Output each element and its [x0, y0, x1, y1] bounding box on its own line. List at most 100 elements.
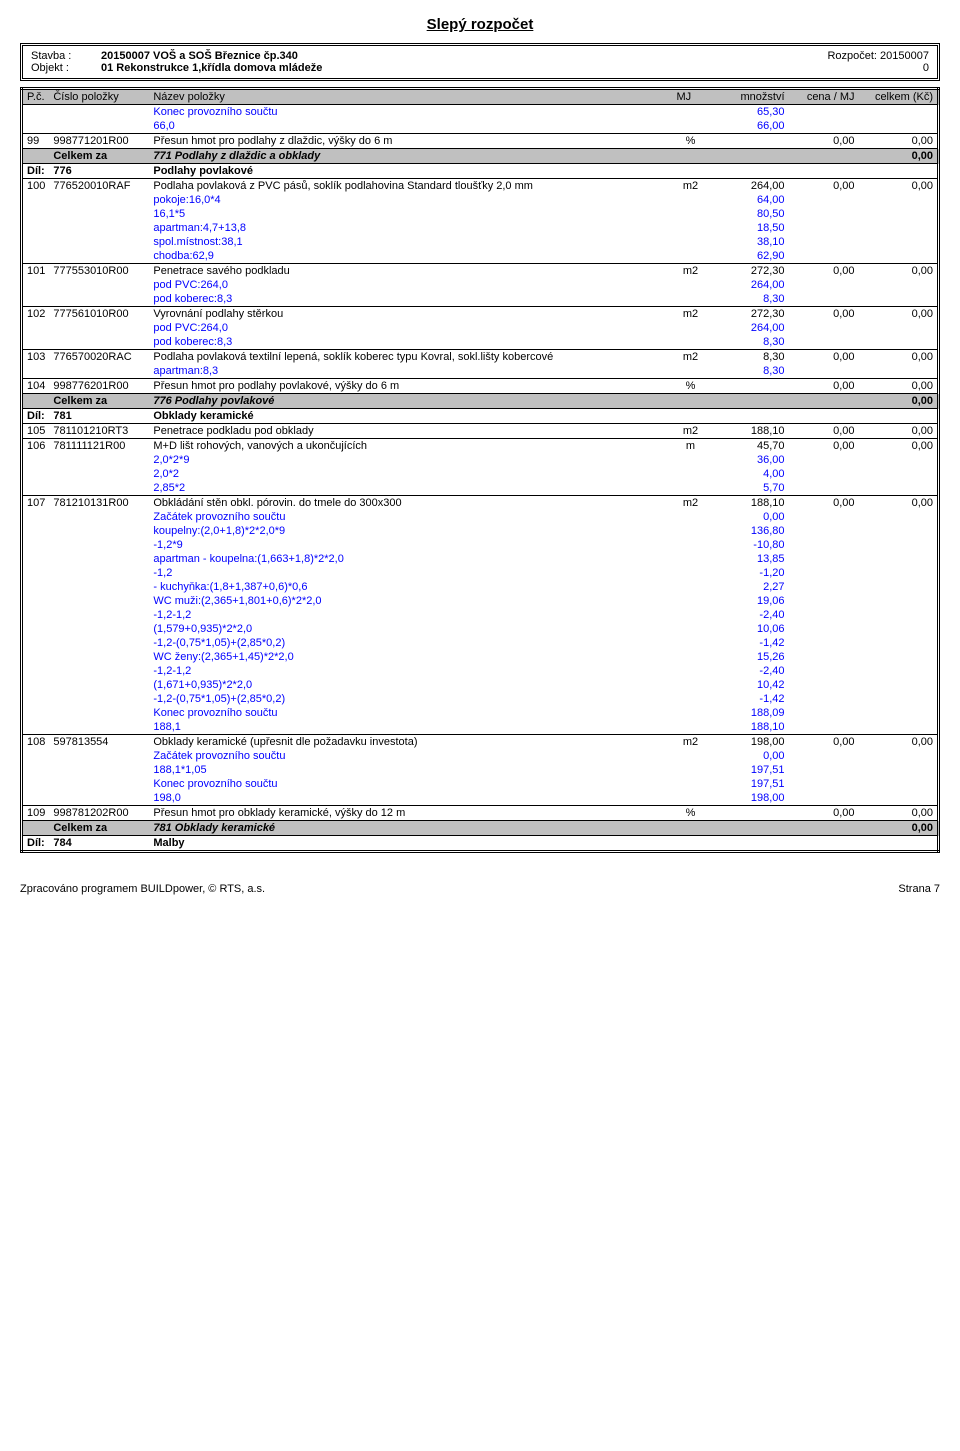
item-name: Podlaha povlaková textilní lepená, soklí… [149, 350, 672, 365]
calc-qty: 8,30 [709, 364, 789, 379]
item-row: 99998771201R00Přesun hmot pro podlahy z … [22, 134, 939, 149]
calc-desc: pokoje:16,0*4 [149, 193, 672, 207]
dil-label: Díl: [22, 409, 50, 424]
item-qty: 272,30 [709, 264, 789, 279]
calc-desc: WC ženy:(2,365+1,45)*2*2,0 [149, 650, 672, 664]
item-pc: 107 [22, 496, 50, 511]
calc-row: -1,2-1,2 -2,40 [22, 608, 939, 622]
dil-label: Díl: [22, 164, 50, 179]
calc-qty: 136,80 [709, 524, 789, 538]
calc-desc: -1,2-1,2 [149, 664, 672, 678]
item-mj: m2 [673, 735, 709, 750]
item-qty [709, 806, 789, 821]
col-unit: cena / MJ [789, 89, 859, 105]
calc-qty: 13,85 [709, 552, 789, 566]
col-qty: množství [709, 89, 789, 105]
calc-qty: 64,00 [709, 193, 789, 207]
item-code: 776520010RAF [49, 179, 149, 194]
objekt-value: 01 Rekonstrukce 1,křídla domova mládeže [101, 62, 729, 74]
document-title: Slepý rozpočet [20, 16, 940, 33]
item-qty [709, 134, 789, 149]
calc-row: - kuchyňka:(1,8+1,387+0,6)*0,6 2,27 [22, 580, 939, 594]
calc-desc: chodba:62,9 [149, 249, 672, 264]
item-unit: 0,00 [789, 496, 859, 511]
footer-right: Strana 7 [898, 883, 940, 895]
calc-row: 198,0 198,00 [22, 791, 939, 806]
dil-code: 776 [49, 164, 149, 179]
calc-desc: (1,671+0,935)*2*2,0 [149, 678, 672, 692]
calc-qty: 264,00 [709, 321, 789, 335]
calc-desc: 188,1 [149, 720, 672, 735]
item-qty: 8,30 [709, 350, 789, 365]
footer-left: Zpracováno programem BUILDpower, © RTS, … [20, 883, 265, 895]
item-unit: 0,00 [789, 264, 859, 279]
calc-qty: 15,26 [709, 650, 789, 664]
calc-qty: 80,50 [709, 207, 789, 221]
item-row: 103776570020RACPodlaha povlaková textiln… [22, 350, 939, 365]
item-unit: 0,00 [789, 134, 859, 149]
calc-desc: 198,0 [149, 791, 672, 806]
item-name: M+D lišt rohových, vanových a ukončující… [149, 439, 672, 454]
item-name: Penetrace savého podkladu [149, 264, 672, 279]
calc-desc: 2,85*2 [149, 481, 672, 496]
item-mj: m2 [673, 264, 709, 279]
calc-qty: 198,00 [709, 791, 789, 806]
item-pc: 102 [22, 307, 50, 322]
calc-desc: - kuchyňka:(1,8+1,387+0,6)*0,6 [149, 580, 672, 594]
calc-qty: 2,27 [709, 580, 789, 594]
dil-code: 784 [49, 836, 149, 852]
item-row: 102777561010R00Vyrovnání podlahy stěrkou… [22, 307, 939, 322]
calc-row: apartman:4,7+13,818,50 [22, 221, 939, 235]
item-unit: 0,00 [789, 439, 859, 454]
calc-qty: -1,20 [709, 566, 789, 580]
calc-qty: 5,70 [709, 481, 789, 496]
calc-row: Konec provozního součtu188,09 [22, 706, 939, 720]
calc-row: -1,2*9-10,80 [22, 538, 939, 552]
item-row: 108597813554Obklady keramické (upřesnit … [22, 735, 939, 750]
col-pc: P.č. [22, 89, 50, 105]
item-total: 0,00 [859, 350, 939, 365]
calc-row: Začátek provozního součtu0,00 [22, 749, 939, 763]
calc-row: chodba:62,9 62,90 [22, 249, 939, 264]
objekt-right: 0 [729, 62, 929, 74]
calc-desc: Začátek provozního součtu [149, 510, 672, 524]
item-mj: m2 [673, 496, 709, 511]
calc-row: 66,066,00 [22, 119, 939, 134]
calc-qty: 65,30 [709, 105, 789, 120]
section-name: 771 Podlahy z dlaždic a obklady [149, 149, 858, 164]
calc-row: 188,1*1,05197,51 [22, 763, 939, 777]
calc-row: pod PVC:264,0264,00 [22, 278, 939, 292]
calc-desc: 2,0*2*9 [149, 453, 672, 467]
calc-qty: 197,51 [709, 777, 789, 791]
item-name: Přesun hmot pro podlahy povlakové, výšky… [149, 379, 672, 394]
item-row: 105781101210RT3Penetrace podkladu pod ob… [22, 424, 939, 439]
item-row: 109998781202R00Přesun hmot pro obklady k… [22, 806, 939, 821]
dil-name: Obklady keramické [149, 409, 938, 424]
item-total: 0,00 [859, 806, 939, 821]
page-footer: Zpracováno programem BUILDpower, © RTS, … [20, 883, 940, 895]
calc-qty: -2,40 [709, 608, 789, 622]
item-code: 781111121R00 [49, 439, 149, 454]
item-mj: % [673, 379, 709, 394]
calc-qty: 38,10 [709, 235, 789, 249]
calc-desc: -1,2-1,2 [149, 608, 672, 622]
calc-qty: 62,90 [709, 249, 789, 264]
calc-row: pod koberec:8,38,30 [22, 335, 939, 350]
calc-qty: 0,00 [709, 510, 789, 524]
calc-qty: 4,00 [709, 467, 789, 481]
item-qty: 45,70 [709, 439, 789, 454]
item-mj: m2 [673, 424, 709, 439]
calc-row: Konec provozního součtu65,30 [22, 105, 939, 120]
item-pc: 104 [22, 379, 50, 394]
calc-desc: pod PVC:264,0 [149, 321, 672, 335]
calc-row: 16,1*580,50 [22, 207, 939, 221]
calc-qty: 8,30 [709, 292, 789, 307]
calc-desc: -1,2-(0,75*1,05)+(2,85*0,2) [149, 692, 672, 706]
budget-table: P.č. Číslo položky Název položky MJ množ… [20, 87, 940, 853]
item-mj: % [673, 134, 709, 149]
item-row: 101777553010R00Penetrace savého podkladu… [22, 264, 939, 279]
stavba-label: Stavba : [31, 50, 101, 62]
section-total: 0,00 [859, 394, 939, 409]
calc-desc: pod koberec:8,3 [149, 292, 672, 307]
calc-row: apartman:8,38,30 [22, 364, 939, 379]
